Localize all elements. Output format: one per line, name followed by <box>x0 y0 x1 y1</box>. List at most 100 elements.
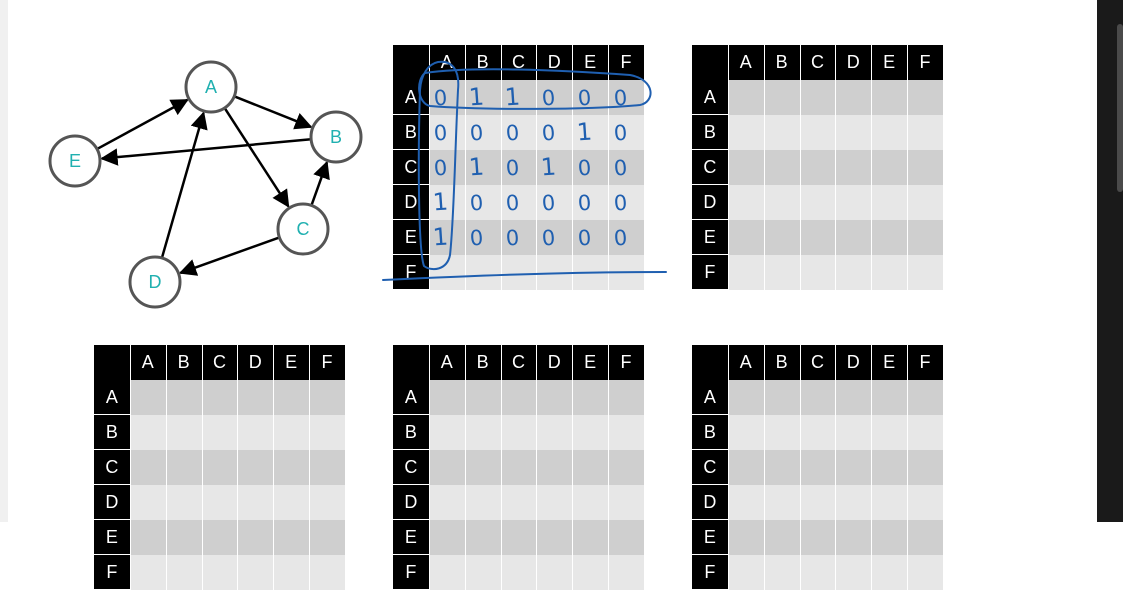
matrix-cell <box>428 380 465 415</box>
matrix-cell <box>608 415 644 450</box>
matrix-cell <box>428 415 465 450</box>
column-header: F <box>309 345 345 380</box>
matrix-cell <box>536 115 573 150</box>
matrix-cell <box>835 220 872 255</box>
matrix-cell <box>428 150 465 185</box>
node-c <box>276 202 330 256</box>
matrix-cell <box>201 520 238 555</box>
matrix-cell <box>572 485 609 520</box>
matrix-cell <box>727 255 764 290</box>
matrix-cell <box>273 380 310 415</box>
matrix-cell <box>727 150 764 185</box>
row-header: F <box>94 555 130 590</box>
matrix-cell <box>835 150 872 185</box>
matrix-cell <box>165 450 202 485</box>
row-header: A <box>692 80 728 115</box>
matrix-cell <box>799 255 836 290</box>
row-header: C <box>692 150 728 185</box>
column-header: E <box>572 345 609 380</box>
matrix-cell <box>835 415 872 450</box>
matrix-cell <box>464 115 501 150</box>
matrix-cell <box>608 450 644 485</box>
edge-a-to-c <box>223 107 290 208</box>
row-header: D <box>393 185 429 220</box>
column-header: B <box>464 345 501 380</box>
matrix-cell <box>273 555 310 590</box>
left-gutter <box>0 0 8 522</box>
matrix-cell <box>763 450 800 485</box>
matrix-cell <box>763 220 800 255</box>
matrix-cell <box>237 380 274 415</box>
matrix-cell <box>572 220 609 255</box>
matrix-cell <box>500 485 537 520</box>
matrix-cell <box>799 485 836 520</box>
column-header: B <box>763 345 800 380</box>
edge-c-to-b <box>310 160 330 206</box>
node-e <box>48 134 102 188</box>
matrix-cell <box>727 555 764 590</box>
row-header: C <box>692 450 728 485</box>
row-header: F <box>393 555 429 590</box>
matrix-cell <box>799 150 836 185</box>
matrix-cell <box>572 415 609 450</box>
node-label: B <box>330 127 342 147</box>
matrix-cell <box>871 255 908 290</box>
matrix-cell <box>727 450 764 485</box>
matrix-cell <box>428 80 465 115</box>
column-header: F <box>907 345 943 380</box>
matrix-cell <box>763 150 800 185</box>
matrix-cell <box>608 220 644 255</box>
node-label: C <box>297 219 310 239</box>
matrix-cell <box>727 520 764 555</box>
matrix-cell <box>237 520 274 555</box>
edge-e-to-a <box>96 98 189 151</box>
matrix-cell <box>572 380 609 415</box>
row-header: E <box>393 220 429 255</box>
column-header: F <box>907 45 943 80</box>
row-header: F <box>692 555 728 590</box>
column-header: D <box>536 345 573 380</box>
matrix-cell <box>536 255 573 290</box>
matrix-cell <box>835 115 872 150</box>
node-d <box>128 255 182 309</box>
matrix-cell <box>907 380 943 415</box>
column-header: A <box>428 45 465 80</box>
matrix-cell <box>201 555 238 590</box>
matrix-cell <box>464 450 501 485</box>
column-header: B <box>165 345 202 380</box>
matrix-cell <box>500 450 537 485</box>
matrix-cell <box>500 115 537 150</box>
matrix-cell <box>464 220 501 255</box>
matrix-cell <box>608 150 644 185</box>
matrix-cell <box>799 520 836 555</box>
matrix-cell <box>129 380 166 415</box>
matrix-cell <box>237 555 274 590</box>
matrix-cell <box>464 520 501 555</box>
matrix-cell <box>237 415 274 450</box>
matrix-cell <box>608 115 644 150</box>
matrix-cell <box>763 80 800 115</box>
matrix-cell <box>907 450 943 485</box>
matrix-cell <box>907 220 943 255</box>
matrix-cell <box>500 555 537 590</box>
matrix-cell <box>799 380 836 415</box>
row-header: F <box>692 255 728 290</box>
matrix-cell <box>572 450 609 485</box>
matrix-cell <box>428 220 465 255</box>
matrix-cell <box>536 80 573 115</box>
column-header: C <box>799 345 836 380</box>
matrix-cell <box>799 80 836 115</box>
matrix-cell <box>500 520 537 555</box>
row-header: C <box>393 450 429 485</box>
matrix-cell <box>907 555 943 590</box>
matrix-cell <box>763 415 800 450</box>
matrix-cell <box>835 255 872 290</box>
matrix-cell <box>835 450 872 485</box>
matrix-corner <box>692 345 728 380</box>
matrix-cell <box>727 115 764 150</box>
matrix-cell <box>309 555 345 590</box>
column-header: A <box>727 45 764 80</box>
matrix-cell <box>799 185 836 220</box>
matrix-cell <box>835 555 872 590</box>
